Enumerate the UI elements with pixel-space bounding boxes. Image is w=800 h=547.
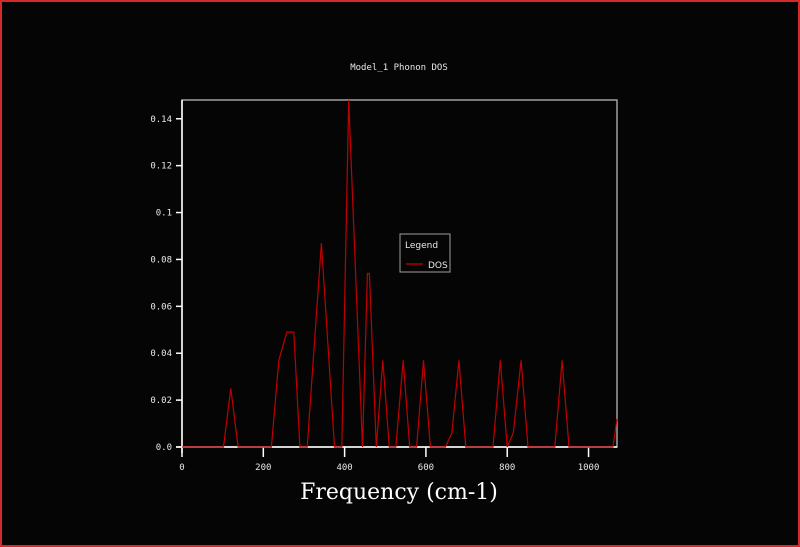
x-tick-label: 200 xyxy=(255,463,271,473)
x-axis-label: Frequency (cm-1) xyxy=(300,480,498,505)
x-tick-label: 800 xyxy=(499,463,515,473)
dos-series-line xyxy=(182,99,618,448)
y-axis: 0.0 0.02 0.04 0.06 0.08 0.1 0.12 0.14 xyxy=(150,100,183,453)
y-tick-label: 0.1 xyxy=(156,209,172,219)
legend: Legend DOS xyxy=(399,233,451,273)
x-tick-label: 1000 xyxy=(578,463,600,473)
x-tick-label: 0 xyxy=(179,463,184,473)
y-tick-label: 0.12 xyxy=(150,162,172,172)
x-tick-label: 600 xyxy=(418,463,434,473)
y-tick-label: 0.06 xyxy=(150,302,172,312)
y-tick-label: 0.02 xyxy=(150,396,172,406)
x-tick-label: 400 xyxy=(336,463,352,473)
legend-box xyxy=(399,233,451,273)
x-axis: 0 200 400 600 800 1000 xyxy=(176,446,617,473)
legend-entry-dos: DOS xyxy=(428,261,448,271)
plot-area xyxy=(181,99,618,448)
y-tick-label: 0.14 xyxy=(150,115,172,125)
y-tick-label: 0.08 xyxy=(150,255,172,265)
y-tick-label: 0.04 xyxy=(150,349,172,359)
legend-title: Legend xyxy=(405,241,438,251)
chart-title: Model_1 Phonon DOS xyxy=(350,63,448,73)
y-tick-label: 0.0 xyxy=(156,443,172,453)
